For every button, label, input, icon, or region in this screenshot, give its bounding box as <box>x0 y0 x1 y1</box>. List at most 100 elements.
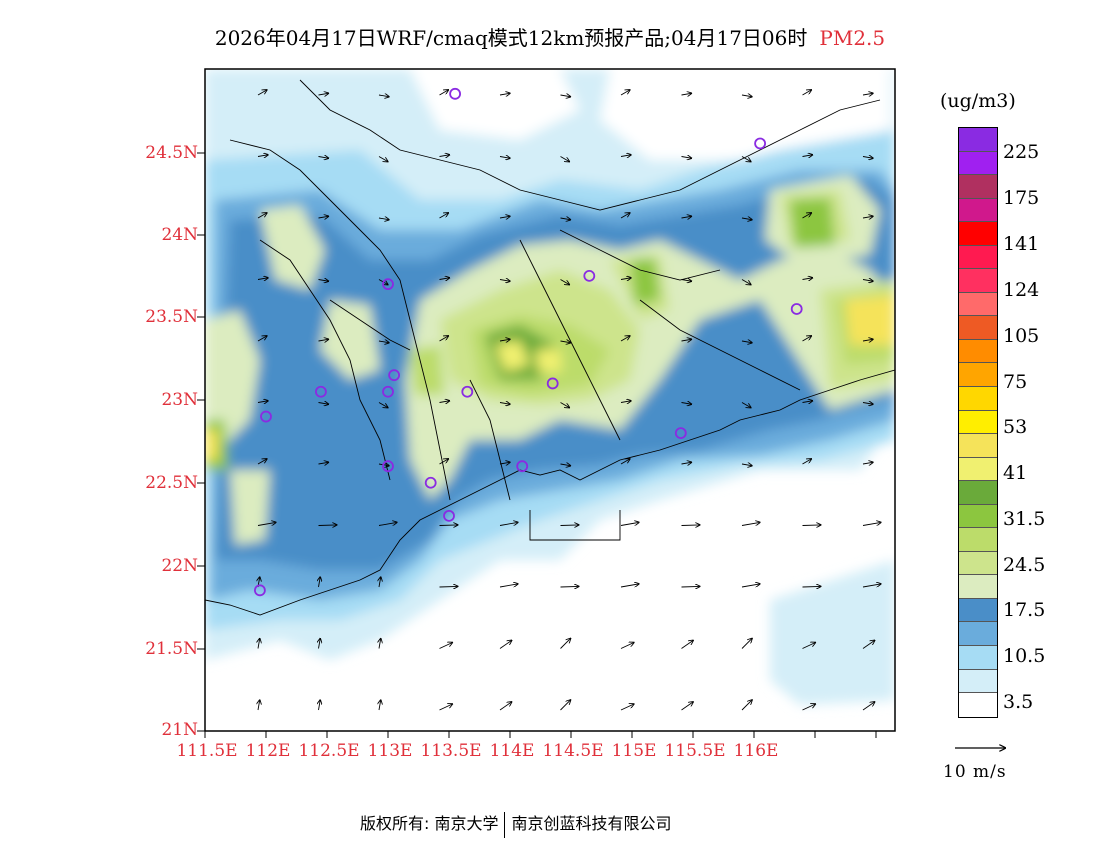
wind-vector <box>802 213 812 219</box>
colorbar-segment <box>959 387 997 411</box>
wind-vectors <box>257 90 881 711</box>
wind-vector <box>620 155 631 157</box>
wind-vector <box>681 403 692 405</box>
monitoring-station-marker <box>754 137 766 150</box>
wind-vector <box>802 643 816 649</box>
wind-vector <box>257 90 267 96</box>
colorbar-tick: 124 <box>1003 279 1040 301</box>
station-markers <box>253 87 803 597</box>
lat-label: 24.5N <box>145 143 198 163</box>
colorbar-unit: (ug/m3) <box>940 90 1016 112</box>
wind-vector <box>620 278 631 280</box>
wind-vector <box>741 700 752 711</box>
wind-vector <box>802 90 812 96</box>
colorbar-segment <box>959 363 997 388</box>
wind-vector <box>560 341 571 343</box>
lat-label: 24N <box>161 225 198 245</box>
colorbar-segment <box>959 339 997 364</box>
wind-vector <box>620 90 630 96</box>
wind-vector <box>862 216 873 218</box>
wind-vector <box>318 403 329 405</box>
lon-label: 112.5E <box>298 741 360 761</box>
wind-vector <box>620 336 630 342</box>
wind-vector <box>862 584 881 588</box>
colorbar-tick: 53 <box>1003 416 1028 438</box>
colorbar-tick: 175 <box>1003 187 1040 209</box>
wind-vector <box>258 639 260 649</box>
colorbar-tick: 105 <box>1003 325 1040 347</box>
wind-vector <box>560 279 570 285</box>
wind-vector <box>862 280 873 282</box>
lat-label: 23N <box>161 390 198 410</box>
colorbar-tick: 17.5 <box>1003 599 1046 621</box>
wind-vector <box>439 586 458 587</box>
colorbar-tick: 75 <box>1003 371 1028 393</box>
wind-vector <box>560 402 570 408</box>
colorbar-segment <box>959 551 997 576</box>
wind-vector <box>439 525 458 526</box>
colorbar-tick: 3.5 <box>1003 691 1034 713</box>
wind-vector <box>379 639 381 649</box>
monitoring-station-marker <box>382 385 394 398</box>
wind-vector <box>318 93 329 95</box>
wind-vector <box>620 401 631 403</box>
wind-vector <box>439 155 450 157</box>
wind-vector <box>802 586 821 587</box>
wind-vector <box>741 95 752 97</box>
wind-vector <box>681 462 692 464</box>
wind-vector <box>560 156 570 162</box>
wind-vector <box>257 401 268 403</box>
wind-vector <box>439 704 453 711</box>
monitoring-station-marker <box>260 410 272 423</box>
colorbar-segment <box>959 598 997 623</box>
wind-vector <box>499 157 510 159</box>
colorbar-segment <box>959 457 997 482</box>
lat-label: 22.5N <box>145 473 198 493</box>
wind-vector <box>499 522 518 526</box>
wind-vector <box>318 462 329 464</box>
wind-vector <box>741 522 760 526</box>
wind-vector <box>862 522 881 526</box>
colorbar-tick: 24.5 <box>1003 554 1046 576</box>
colorbar <box>958 127 998 718</box>
colorbar-segment <box>959 693 997 717</box>
wind-vector <box>560 586 579 587</box>
wind-vector <box>499 216 510 218</box>
wind-vector <box>681 525 700 526</box>
wind-vector <box>318 280 329 282</box>
wind-vector <box>741 639 752 649</box>
monitoring-station-marker <box>583 269 596 282</box>
monitoring-station-marker <box>253 584 266 597</box>
wind-vector <box>681 280 692 282</box>
wind-vector <box>319 639 321 649</box>
wind-vector <box>802 525 821 526</box>
wind-vector <box>862 93 873 95</box>
wind-vector <box>681 93 692 95</box>
footer-left: 版权所有: 南京大学 <box>360 814 499 833</box>
wind-vector <box>802 459 812 465</box>
wind-vector <box>560 525 579 526</box>
monitoring-station-marker <box>382 278 394 291</box>
colorbar-segment <box>959 528 997 552</box>
wind-vector <box>560 700 571 711</box>
footer-separator <box>504 811 506 838</box>
wind-vector <box>318 216 329 218</box>
wind-vector <box>560 639 571 649</box>
wind-vector <box>378 156 388 162</box>
wind-vector <box>560 218 571 220</box>
pollutant-label: PM2.5 <box>819 26 886 50</box>
map-title: 2026年04月17日WRF/cmaq模式12km预报产品;04月17日06时 P… <box>0 22 1100 51</box>
colorbar-segment <box>959 292 997 317</box>
monitoring-station-marker <box>449 87 462 100</box>
wind-vector <box>379 700 381 711</box>
wind-vector <box>499 641 512 649</box>
lon-label: 114.5E <box>542 741 604 761</box>
wind-vector <box>620 213 630 219</box>
wind-vector <box>862 462 873 464</box>
wind-vector <box>802 704 816 711</box>
footer-right: 南京创蓝科技有限公司 <box>511 814 672 833</box>
wind-vector <box>318 157 329 159</box>
colorbar-segment <box>959 622 997 647</box>
colorbar-tick: 225 <box>1003 141 1040 163</box>
wind-vector <box>681 157 692 159</box>
